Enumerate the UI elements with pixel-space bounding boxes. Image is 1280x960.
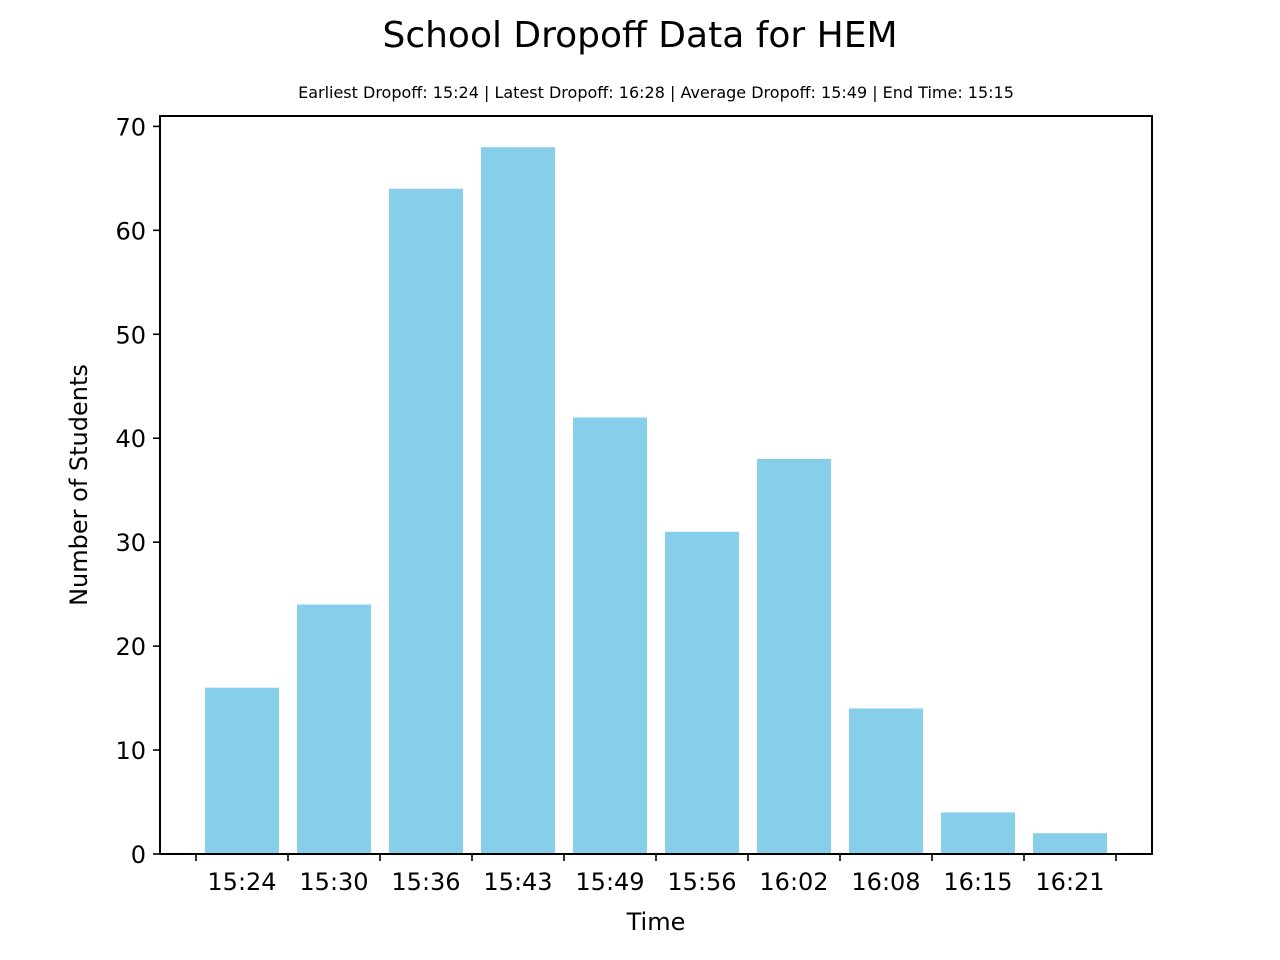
x-tick-label: 15:30 <box>299 868 368 896</box>
bar-1549 <box>573 417 647 854</box>
y-tick-label: 60 <box>115 217 146 245</box>
y-tick-label: 50 <box>115 321 146 349</box>
bar-1621 <box>1033 833 1107 854</box>
x-tick-label: 15:36 <box>391 868 460 896</box>
y-axis: 0 10 20 30 40 50 60 70 <box>115 113 160 869</box>
x-tick-label: 15:56 <box>667 868 736 896</box>
x-tick-label: 15:49 <box>575 868 644 896</box>
x-tick-label: 16:21 <box>1035 868 1104 896</box>
x-tick-label: 15:43 <box>483 868 552 896</box>
y-tick-label: 10 <box>115 737 146 765</box>
x-tick-label: 15:24 <box>207 868 276 896</box>
bar-1530 <box>297 604 371 854</box>
x-tick-label: 16:15 <box>943 868 1012 896</box>
y-tick-label: 40 <box>115 425 146 453</box>
y-tick-label: 30 <box>115 529 146 557</box>
bar-1615 <box>941 812 1015 854</box>
y-axis-label: Number of Students <box>65 364 93 606</box>
bar-1536 <box>389 188 463 854</box>
bars-group <box>205 147 1107 854</box>
bar-1524 <box>205 687 279 854</box>
x-axis-label: Time <box>626 908 686 936</box>
chart-title: School Dropoff Data for HEM <box>382 15 898 56</box>
chart-subtitle: Earliest Dropoff: 15:24 | Latest Dropoff… <box>298 83 1014 102</box>
y-tick-label: 20 <box>115 633 146 661</box>
x-tick-label: 16:08 <box>851 868 920 896</box>
bar-1543 <box>481 147 555 854</box>
bar-1556 <box>665 531 739 854</box>
bar-1602 <box>757 459 831 854</box>
y-tick-label: 70 <box>115 113 146 141</box>
x-axis: 15:24 15:30 15:36 15:43 15:49 15:56 16:02 16:08… <box>195 854 1117 896</box>
y-tick-label: 0 <box>131 841 146 869</box>
bar-1608 <box>849 708 923 854</box>
x-tick-label: 16:02 <box>759 868 828 896</box>
